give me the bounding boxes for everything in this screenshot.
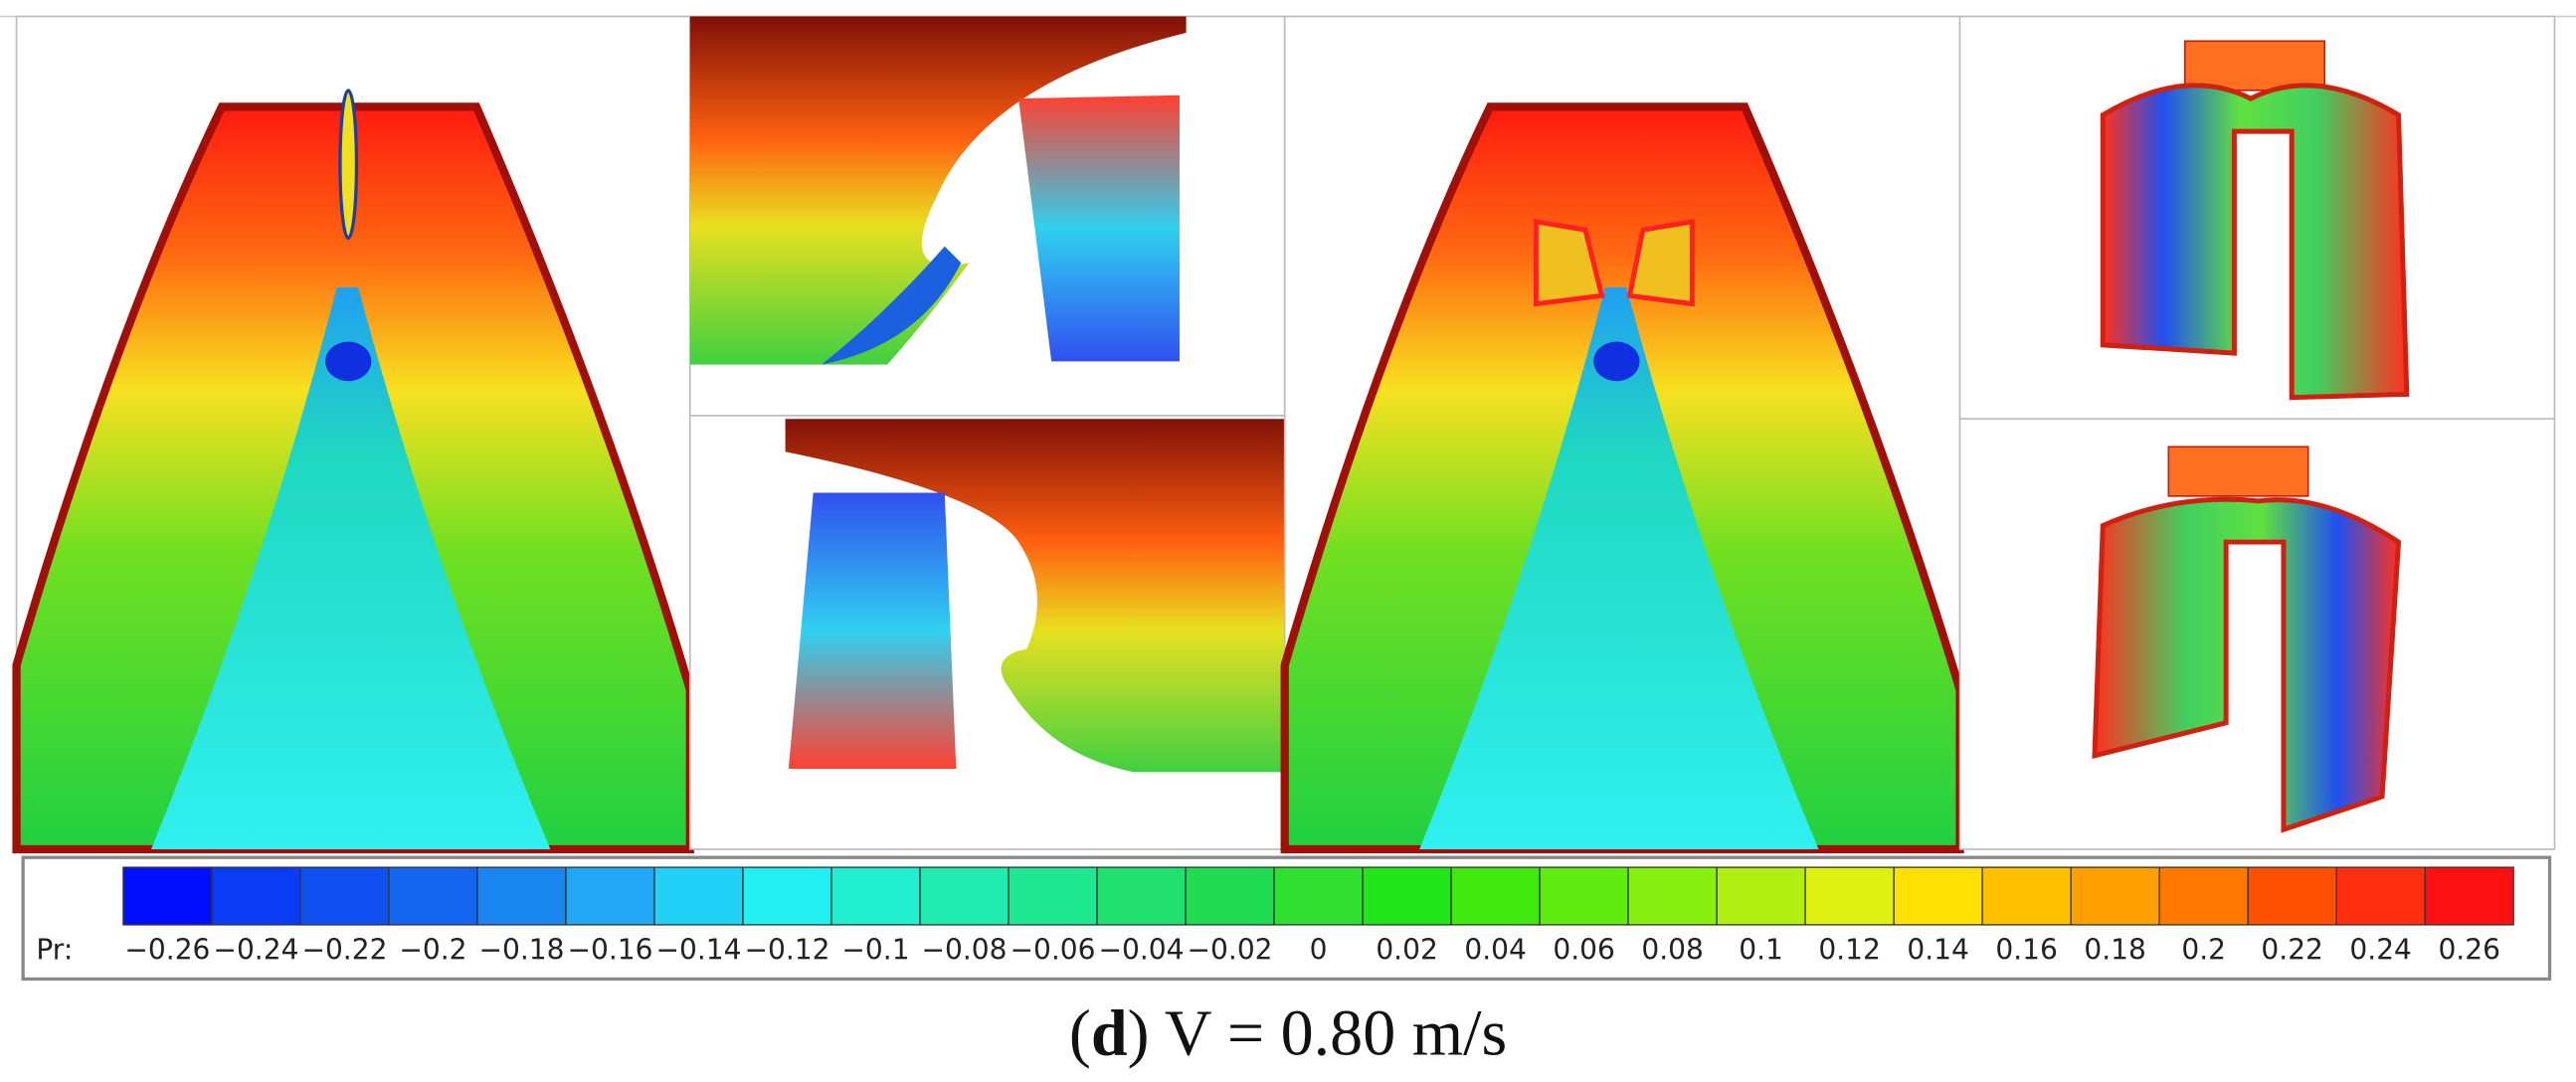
color-cell bbox=[565, 866, 655, 926]
colorbar-tick-label: 0.2 bbox=[2181, 933, 2226, 966]
color-cell bbox=[2158, 866, 2249, 926]
colorbar-tick-label: 0.08 bbox=[1641, 933, 1703, 966]
color-cell bbox=[2247, 866, 2337, 926]
color-cell bbox=[2335, 866, 2426, 926]
low-pressure-spot bbox=[325, 341, 372, 382]
caption-text: ) V = 0.80 m/s bbox=[1128, 996, 1508, 1069]
color-cell bbox=[2070, 866, 2160, 926]
hull-side bbox=[689, 16, 1187, 365]
colorbar-tick-label: 0.02 bbox=[1376, 933, 1437, 966]
color-cell bbox=[919, 866, 1010, 926]
colorbar-tick-label: −0.14 bbox=[655, 933, 741, 966]
color-cell bbox=[1362, 866, 1452, 926]
color-cell bbox=[122, 866, 213, 926]
hull-side bbox=[785, 419, 1285, 773]
rudder bbox=[788, 492, 957, 770]
caption: (d) V = 0.80 m/s bbox=[1069, 996, 1507, 1069]
colorbar-tick-label: −0.04 bbox=[1099, 933, 1185, 966]
color-cell bbox=[1716, 866, 1806, 926]
colorbar-tick-label: 0.18 bbox=[2084, 933, 2145, 966]
colorbar-tick-label: −0.22 bbox=[301, 933, 387, 966]
color-cell bbox=[1804, 866, 1895, 926]
color-cell bbox=[476, 866, 567, 926]
colorbar-tick-label: 0.06 bbox=[1553, 933, 1614, 966]
colorbar-tick-label: −0.18 bbox=[478, 933, 564, 966]
colorbar-tick-label: 0.12 bbox=[1818, 933, 1880, 966]
color-cell bbox=[830, 866, 921, 926]
color-cell bbox=[1627, 866, 1718, 926]
rudder-body bbox=[2100, 83, 2410, 401]
caption-letter: d bbox=[1091, 996, 1128, 1069]
color-cell bbox=[1273, 866, 1364, 926]
rudder-body bbox=[2092, 496, 2402, 833]
colorbar-tick-label: −0.08 bbox=[922, 933, 1008, 966]
colorbar-tick-label: −0.06 bbox=[1011, 933, 1096, 966]
colorbar-label: Pr: bbox=[36, 933, 73, 966]
color-cell bbox=[1893, 866, 1983, 926]
color-cell bbox=[1539, 866, 1629, 926]
rudder bbox=[1018, 94, 1180, 362]
color-cell bbox=[388, 866, 478, 926]
colorbar-tick-label: −0.2 bbox=[399, 933, 466, 966]
colorbar-tick-label: −0.12 bbox=[744, 933, 829, 966]
colorbar: −0.26 −0.24 −0.22 −0.2 −0.18 −0.16 −0.14 −0.12−… bbox=[122, 866, 2514, 966]
rudder-stock bbox=[2184, 40, 2326, 91]
colorbar-tick-label: 0.14 bbox=[1907, 933, 1968, 966]
color-cell bbox=[1450, 866, 1541, 926]
low-pressure-spot bbox=[1593, 341, 1640, 382]
colorbar-tick-label: −0.1 bbox=[841, 933, 909, 966]
panels bbox=[0, 15, 2576, 854]
wake-region bbox=[1419, 287, 1819, 849]
rudder-tab bbox=[1533, 219, 1605, 307]
colorbar-tick-label: 0.1 bbox=[1739, 933, 1783, 966]
colorbar-tick-label: 0.26 bbox=[2438, 933, 2499, 966]
colorbar-tick-label: 0.22 bbox=[2261, 933, 2322, 966]
colorbar-tick-label: 0.24 bbox=[2349, 933, 2411, 966]
color-cell bbox=[1185, 866, 1275, 926]
color-cell bbox=[742, 866, 832, 926]
color-cell bbox=[299, 866, 390, 926]
colorbar-tick-label: −0.24 bbox=[213, 933, 298, 966]
low-pressure-band bbox=[821, 246, 962, 365]
colorbar-tick-label: 0.04 bbox=[1464, 933, 1526, 966]
color-cell bbox=[1981, 866, 2072, 926]
colorbar-tick-label: −0.16 bbox=[567, 933, 652, 966]
color-cell bbox=[653, 866, 744, 926]
caption-prefix: ( bbox=[1069, 996, 1091, 1069]
color-cell bbox=[1096, 866, 1187, 926]
rudder-tip bbox=[338, 89, 359, 241]
rudder-stock bbox=[2167, 446, 2309, 497]
color-cell bbox=[1008, 866, 1098, 926]
color-cell bbox=[211, 866, 301, 926]
wake-region bbox=[150, 287, 551, 849]
colorbar-tick-label: 0.16 bbox=[1995, 933, 2057, 966]
color-cell bbox=[2424, 866, 2514, 926]
colorbar-tick-label: −0.26 bbox=[124, 933, 210, 966]
colorbar-tick-label: −0.02 bbox=[1188, 933, 1273, 966]
colorbar-tick-label: 0 bbox=[1310, 933, 1328, 966]
rudder-tab bbox=[1626, 219, 1695, 307]
